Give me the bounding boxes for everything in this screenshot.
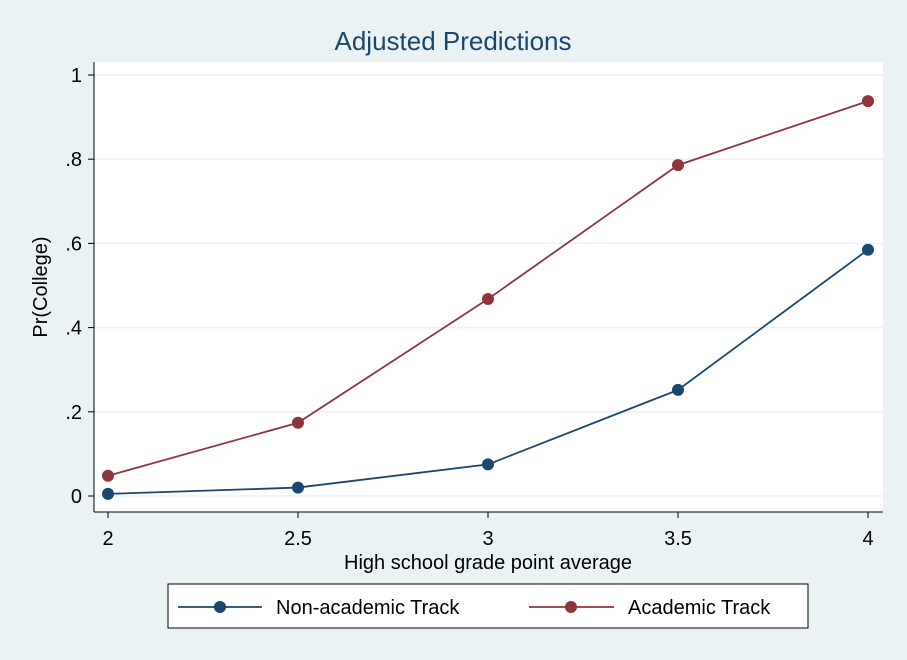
data-point <box>292 416 304 429</box>
data-point <box>862 95 874 108</box>
y-axis-title: Pr(College) <box>30 236 52 337</box>
axes: 0 .2 .4 .6 .8 1 2 2.5 3 3.5 4 <box>65 62 883 550</box>
x-axis-title: High school grade point average <box>344 552 632 574</box>
y-tick-label: 1 <box>71 65 82 87</box>
data-point <box>102 487 114 500</box>
legend-label: Academic Track <box>628 597 771 619</box>
legend-box <box>167 583 809 629</box>
y-tick-label: .6 <box>65 233 82 255</box>
legend-marker <box>565 601 577 613</box>
series-layer <box>102 95 874 500</box>
legend: Non-academic Track Academic Track <box>167 583 809 629</box>
data-point <box>482 458 494 471</box>
legend-entries: Non-academic Track Academic Track <box>178 597 771 619</box>
data-point <box>482 292 494 305</box>
x-tick-label: 2 <box>102 528 113 550</box>
data-point <box>102 469 114 482</box>
y-tick-label: .8 <box>65 149 82 171</box>
x-tick-label: 3 <box>482 528 493 550</box>
data-point <box>862 243 874 256</box>
legend-marker <box>214 601 226 613</box>
data-point <box>672 383 684 396</box>
x-tick-label: 4 <box>862 528 873 550</box>
data-point <box>672 159 684 172</box>
plot-area <box>94 62 883 512</box>
data-point <box>292 481 304 494</box>
gridlines <box>94 74 883 497</box>
y-tick-label: .4 <box>65 318 82 340</box>
y-tick-label: 0 <box>71 486 82 508</box>
y-tick-label: .2 <box>65 402 82 424</box>
chart-title: Adjusted Predictions <box>334 26 571 56</box>
legend-label: Non-academic Track <box>276 597 460 619</box>
x-tick-label: 2.5 <box>284 528 312 550</box>
x-tick-label: 3.5 <box>664 528 692 550</box>
